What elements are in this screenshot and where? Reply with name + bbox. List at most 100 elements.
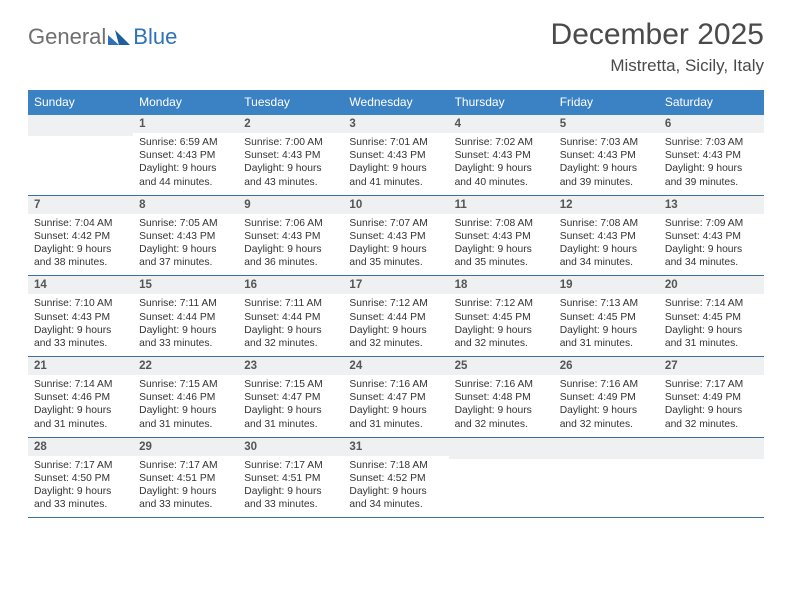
day-details: Sunrise: 7:09 AMSunset: 4:43 PMDaylight:…: [659, 214, 764, 276]
day-detail-line: Sunset: 4:49 PM: [560, 391, 653, 404]
day-detail-line: Sunrise: 7:02 AM: [455, 136, 548, 149]
day-number: 29: [133, 438, 238, 456]
day-number: 4: [449, 115, 554, 133]
day-details: Sunrise: 7:01 AMSunset: 4:43 PMDaylight:…: [343, 133, 448, 195]
day-detail-line: and 31 minutes.: [244, 418, 337, 431]
calendar-cell: 27Sunrise: 7:17 AMSunset: 4:49 PMDayligh…: [659, 357, 764, 437]
day-number: 20: [659, 276, 764, 294]
day-detail-line: Sunset: 4:43 PM: [455, 149, 548, 162]
day-details: Sunrise: 7:10 AMSunset: 4:43 PMDaylight:…: [28, 294, 133, 356]
day-detail-line: and 33 minutes.: [34, 498, 127, 511]
calendar-cell: 23Sunrise: 7:15 AMSunset: 4:47 PMDayligh…: [238, 357, 343, 437]
day-detail-line: Daylight: 9 hours: [349, 243, 442, 256]
day-detail-line: Daylight: 9 hours: [349, 324, 442, 337]
day-detail-line: Daylight: 9 hours: [244, 485, 337, 498]
day-detail-line: Sunset: 4:44 PM: [349, 311, 442, 324]
day-number: 5: [554, 115, 659, 133]
day-detail-line: Sunrise: 7:06 AM: [244, 217, 337, 230]
day-detail-line: Sunset: 4:43 PM: [455, 230, 548, 243]
day-detail-line: Daylight: 9 hours: [455, 162, 548, 175]
day-detail-line: Sunrise: 7:14 AM: [34, 378, 127, 391]
day-number: 7: [28, 196, 133, 214]
day-detail-line: Sunrise: 7:04 AM: [34, 217, 127, 230]
calendar-cell: 17Sunrise: 7:12 AMSunset: 4:44 PMDayligh…: [343, 276, 448, 356]
day-detail-line: Sunrise: 7:17 AM: [34, 459, 127, 472]
calendar-week: 1Sunrise: 6:59 AMSunset: 4:43 PMDaylight…: [28, 115, 764, 196]
day-detail-line: Sunset: 4:47 PM: [244, 391, 337, 404]
day-details: Sunrise: 7:07 AMSunset: 4:43 PMDaylight:…: [343, 214, 448, 276]
day-number: 23: [238, 357, 343, 375]
day-details: Sunrise: 7:16 AMSunset: 4:49 PMDaylight:…: [554, 375, 659, 437]
day-detail-line: and 32 minutes.: [349, 337, 442, 350]
day-detail-line: Sunset: 4:44 PM: [139, 311, 232, 324]
day-detail-line: Daylight: 9 hours: [560, 404, 653, 417]
day-number: 17: [343, 276, 448, 294]
day-detail-line: Sunset: 4:48 PM: [455, 391, 548, 404]
day-details: Sunrise: 7:14 AMSunset: 4:45 PMDaylight:…: [659, 294, 764, 356]
day-details: Sunrise: 7:13 AMSunset: 4:45 PMDaylight:…: [554, 294, 659, 356]
day-detail-line: Sunrise: 7:05 AM: [139, 217, 232, 230]
day-detail-line: and 33 minutes.: [34, 337, 127, 350]
day-number: 18: [449, 276, 554, 294]
day-details: Sunrise: 7:05 AMSunset: 4:43 PMDaylight:…: [133, 214, 238, 276]
calendar-cell: 20Sunrise: 7:14 AMSunset: 4:45 PMDayligh…: [659, 276, 764, 356]
day-number: [449, 438, 554, 459]
day-detail-line: Sunrise: 7:15 AM: [139, 378, 232, 391]
day-details: Sunrise: 7:17 AMSunset: 4:49 PMDaylight:…: [659, 375, 764, 437]
day-detail-line: Daylight: 9 hours: [139, 404, 232, 417]
day-details: Sunrise: 7:18 AMSunset: 4:52 PMDaylight:…: [343, 456, 448, 518]
day-details: Sunrise: 7:16 AMSunset: 4:47 PMDaylight:…: [343, 375, 448, 437]
day-detail-line: Sunrise: 7:07 AM: [349, 217, 442, 230]
day-detail-line: Daylight: 9 hours: [139, 485, 232, 498]
day-detail-line: and 34 minutes.: [665, 256, 758, 269]
calendar-cell: 22Sunrise: 7:15 AMSunset: 4:46 PMDayligh…: [133, 357, 238, 437]
day-detail-line: Sunrise: 7:14 AM: [665, 297, 758, 310]
calendar-day-header: Sunday Monday Tuesday Wednesday Thursday…: [28, 90, 764, 115]
day-details: Sunrise: 7:16 AMSunset: 4:48 PMDaylight:…: [449, 375, 554, 437]
day-detail-line: Daylight: 9 hours: [455, 243, 548, 256]
day-number: 11: [449, 196, 554, 214]
day-details: Sunrise: 7:03 AMSunset: 4:43 PMDaylight:…: [659, 133, 764, 195]
day-header-sun: Sunday: [28, 90, 133, 115]
day-details: Sunrise: 7:02 AMSunset: 4:43 PMDaylight:…: [449, 133, 554, 195]
header: General Blue December 2025 Mistretta, Si…: [28, 18, 764, 76]
day-detail-line: Sunrise: 7:03 AM: [665, 136, 758, 149]
day-details: Sunrise: 7:17 AMSunset: 4:51 PMDaylight:…: [133, 456, 238, 518]
day-details: Sunrise: 7:15 AMSunset: 4:46 PMDaylight:…: [133, 375, 238, 437]
day-detail-line: Sunset: 4:45 PM: [455, 311, 548, 324]
calendar-cell: [659, 438, 764, 518]
day-detail-line: Sunset: 4:46 PM: [139, 391, 232, 404]
day-detail-line: and 33 minutes.: [139, 498, 232, 511]
day-detail-line: Daylight: 9 hours: [349, 162, 442, 175]
day-detail-line: Sunset: 4:43 PM: [349, 149, 442, 162]
day-detail-line: and 38 minutes.: [34, 256, 127, 269]
day-number: 9: [238, 196, 343, 214]
day-detail-line: and 35 minutes.: [349, 256, 442, 269]
day-detail-line: and 36 minutes.: [244, 256, 337, 269]
calendar-week: 7 Sunrise: 7:04 AMSunset: 4:42 PM Daylight…: [28, 196, 764, 277]
day-header-thu: Thursday: [449, 90, 554, 115]
day-details: Sunrise: 7:17 AMSunset: 4:50 PMDaylight:…: [28, 456, 133, 518]
day-detail-line: and 32 minutes.: [455, 337, 548, 350]
day-number: 27: [659, 357, 764, 375]
day-detail-line: Daylight: 9 hours: [560, 324, 653, 337]
calendar-cell: [554, 438, 659, 518]
calendar-cell: 29Sunrise: 7:17 AMSunset: 4:51 PMDayligh…: [133, 438, 238, 518]
day-number: 14: [28, 276, 133, 294]
calendar-cell: 12Sunrise: 7:08 AMSunset: 4:43 PMDayligh…: [554, 196, 659, 276]
day-detail-line: and 34 minutes.: [349, 498, 442, 511]
calendar-cell: 25Sunrise: 7:16 AMSunset: 4:48 PMDayligh…: [449, 357, 554, 437]
day-detail-line: Sunset: 4:43 PM: [560, 230, 653, 243]
calendar-cell: 11Sunrise: 7:08 AMSunset: 4:43 PMDayligh…: [449, 196, 554, 276]
day-number: 3: [343, 115, 448, 133]
calendar-cell: 28Sunrise: 7:17 AMSunset: 4:50 PMDayligh…: [28, 438, 133, 518]
day-detail-line: and 39 minutes.: [665, 176, 758, 189]
day-detail-line: Daylight: 9 hours: [455, 404, 548, 417]
day-detail-line: Sunset: 4:46 PM: [34, 391, 127, 404]
day-number: 30: [238, 438, 343, 456]
day-detail-line: Sunset: 4:43 PM: [34, 311, 127, 324]
day-detail-line: Sunset: 4:43 PM: [349, 230, 442, 243]
day-detail-line: Sunset: 4:42 PM: [34, 230, 127, 243]
calendar-cell: [449, 438, 554, 518]
calendar-week: 14Sunrise: 7:10 AMSunset: 4:43 PMDayligh…: [28, 276, 764, 357]
